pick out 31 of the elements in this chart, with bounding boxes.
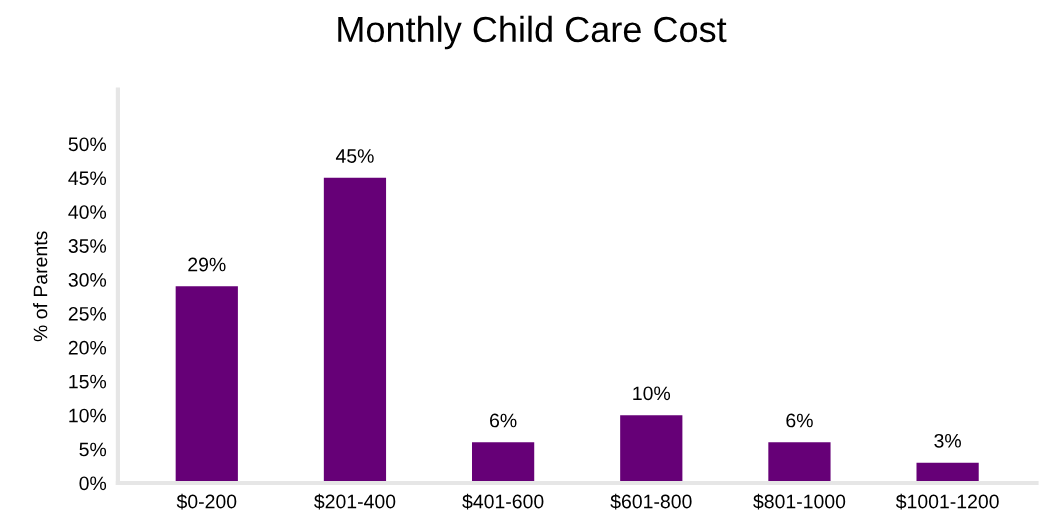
x-tick-label: $801-1000 xyxy=(753,493,846,510)
x-tick-label: $201-400 xyxy=(314,493,396,510)
chart-title: Monthly Child Care Cost xyxy=(338,15,727,50)
y-tick-label: 5% xyxy=(79,442,107,457)
x-tick-label: $0-200 xyxy=(176,493,237,510)
y-tick-label: 50% xyxy=(68,137,107,152)
x-tick-label: $601-800 xyxy=(610,493,692,510)
y-axis-title: % of Parents xyxy=(33,231,48,342)
data-label: 29% xyxy=(188,257,226,272)
y-tick-label: 0% xyxy=(79,476,107,491)
data-label: 3% xyxy=(934,433,961,448)
bar xyxy=(175,286,238,483)
y-tick-label: 30% xyxy=(68,273,107,287)
data-label: 10% xyxy=(633,386,671,401)
bar xyxy=(472,442,535,483)
y-tick-label: 40% xyxy=(68,205,107,219)
y-tick-label: 25% xyxy=(68,306,107,321)
data-label: 6% xyxy=(490,413,517,428)
bar xyxy=(916,462,979,483)
y-tick-label: 45% xyxy=(68,171,107,186)
bar xyxy=(620,415,683,483)
data-label: 45% xyxy=(335,149,374,163)
data-label: 6% xyxy=(786,413,813,428)
y-tick-label: 10% xyxy=(69,408,107,423)
bar xyxy=(768,442,831,483)
x-tick-label: $401-600 xyxy=(462,493,544,510)
y-tick-label: 20% xyxy=(68,340,107,355)
y-tick-label: 15% xyxy=(69,374,107,389)
y-tick-label: 35% xyxy=(68,239,107,253)
bar xyxy=(323,177,387,483)
x-tick-label: $1001-1200 xyxy=(895,493,999,510)
